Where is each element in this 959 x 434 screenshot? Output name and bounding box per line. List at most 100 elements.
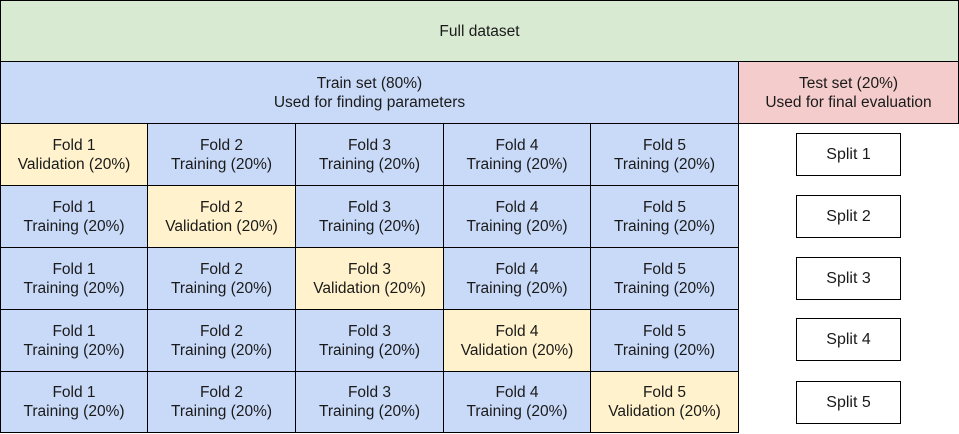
fold-role: Training (20%): [170, 403, 273, 420]
fold-cell-split2-fold3: Fold 3 Training (20%): [295, 185, 444, 248]
fold-cell-text: Fold 2 Training (20%): [171, 322, 272, 360]
fold-cell-text: Fold 4 Training (20%): [466, 136, 567, 174]
fold-cell-split5-fold3: Fold 3 Training (20%): [295, 371, 444, 433]
fold-cell-text: Fold 1 Training (20%): [23, 260, 124, 298]
fold-role: Validation (20%): [17, 155, 131, 173]
fold-name: Fold 2: [199, 198, 244, 216]
train-set-title: Train set (80%): [316, 74, 423, 92]
fold-name: Fold 1: [52, 136, 96, 154]
fold-role: Training (20%): [613, 217, 716, 235]
fold-name: Fold 4: [495, 260, 539, 278]
fold-cell-text: Fold 4 Training (20%): [466, 198, 567, 236]
fold-name: Fold 3: [347, 136, 392, 154]
fold-cell-text: Fold 5 Training (20%): [614, 198, 715, 236]
fold-cell-text: Fold 5 Training (20%): [614, 322, 715, 360]
fold-cell-text: Fold 2 Training (20%): [171, 383, 272, 421]
fold-role: Training (20%): [318, 155, 421, 173]
fold-cell-split5-fold2: Fold 2 Training (20%): [147, 371, 296, 433]
fold-role: Training (20%): [23, 279, 125, 297]
fold-name: Fold 3: [347, 198, 392, 216]
fold-role: Training (20%): [613, 279, 716, 297]
test-set-title: Test set (20%): [798, 74, 899, 92]
fold-cell-text: Fold 1 Training (20%): [23, 383, 124, 421]
fold-cell-text: Fold 2 Validation (20%): [165, 198, 278, 236]
fold-cell-split1-fold3: Fold 3 Training (20%): [295, 123, 444, 186]
fold-name: Fold 4: [495, 384, 539, 401]
fold-name: Fold 1: [52, 322, 96, 340]
fold-name: Fold 4: [495, 136, 539, 154]
split-label-2: Split 2: [796, 195, 901, 238]
fold-cell-text: Fold 3 Training (20%): [319, 136, 420, 174]
train-set-description: Used for finding parameters: [273, 93, 466, 111]
fold-cell-split5-fold1: Fold 1 Training (20%): [0, 371, 148, 433]
fold-cell-text: Fold 4 Training (20%): [466, 260, 567, 298]
train-set-text: Train set (80%) Used for finding paramet…: [274, 74, 465, 112]
fold-cell-split3-fold4: Fold 4 Training (20%): [443, 247, 591, 310]
fold-name: Fold 5: [642, 322, 687, 340]
test-set-description: Used for final evaluation: [765, 93, 932, 111]
fold-role: Training (20%): [23, 217, 125, 235]
fold-cell-split3-fold5: Fold 5 Training (20%): [590, 247, 739, 310]
full-dataset-box: Full dataset: [0, 0, 959, 62]
split-label-3: Split 3: [796, 257, 901, 300]
fold-role: Training (20%): [170, 279, 273, 297]
fold-name: Fold 4: [495, 322, 539, 340]
fold-name: Fold 2: [199, 136, 244, 154]
fold-role: Training (20%): [613, 155, 716, 173]
fold-cell-split5-fold5: Fold 5 Validation (20%): [590, 371, 739, 433]
fold-cell-split4-fold4: Fold 4 Validation (20%): [443, 309, 591, 372]
fold-name: Fold 5: [642, 136, 687, 154]
fold-cell-split5-fold4: Fold 4 Training (20%): [443, 371, 591, 433]
split-label-5: Split 5: [796, 381, 901, 424]
fold-role: Training (20%): [318, 341, 421, 359]
fold-cell-split1-fold4: Fold 4 Training (20%): [443, 123, 591, 186]
fold-role: Training (20%): [170, 155, 273, 173]
fold-role: Training (20%): [466, 155, 568, 173]
fold-cell-split4-fold5: Fold 5 Training (20%): [590, 309, 739, 372]
fold-cell-split2-fold1: Fold 1 Training (20%): [0, 185, 148, 248]
fold-role: Training (20%): [613, 341, 716, 359]
split-label-4: Split 4: [796, 318, 901, 361]
fold-name: Fold 1: [52, 198, 96, 216]
fold-cell-text: Fold 2 Training (20%): [171, 136, 272, 174]
fold-cell-text: Fold 5 Training (20%): [614, 260, 715, 298]
fold-role: Training (20%): [318, 217, 421, 235]
fold-role: Training (20%): [466, 217, 568, 235]
fold-cell-text: Fold 4 Training (20%): [466, 383, 567, 421]
fold-name: Fold 2: [199, 260, 244, 278]
fold-cell-text: Fold 2 Training (20%): [171, 260, 272, 298]
fold-name: Fold 1: [52, 384, 96, 401]
train-set-box: Train set (80%) Used for finding paramet…: [0, 61, 739, 124]
fold-cell-text: Fold 3 Validation (20%): [313, 260, 426, 298]
split-label-1: Split 1: [796, 133, 901, 176]
fold-cell-split2-fold5: Fold 5 Training (20%): [590, 185, 739, 248]
fold-cell-split2-fold2: Fold 2 Validation (20%): [147, 185, 296, 248]
fold-cell-text: Fold 5 Training (20%): [614, 136, 715, 174]
fold-role: Training (20%): [23, 403, 125, 420]
fold-role: Training (20%): [466, 279, 568, 297]
fold-cell-text: Fold 1 Validation (20%): [18, 136, 131, 174]
fold-cell-split4-fold1: Fold 1 Training (20%): [0, 309, 148, 372]
fold-cell-text: Fold 4 Validation (20%): [461, 322, 574, 360]
fold-name: Fold 2: [199, 322, 244, 340]
fold-name: Fold 2: [199, 384, 244, 401]
test-set-text: Test set (20%) Used for final evaluation: [765, 74, 931, 112]
fold-cell-split2-fold4: Fold 4 Training (20%): [443, 185, 591, 248]
fold-role: Validation (20%): [460, 341, 574, 359]
fold-cell-split1-fold5: Fold 5 Training (20%): [590, 123, 739, 186]
fold-cell-split3-fold3: Fold 3 Validation (20%): [295, 247, 444, 310]
fold-name: Fold 1: [52, 260, 96, 278]
fold-role: Training (20%): [318, 403, 421, 420]
fold-cell-split1-fold2: Fold 2 Training (20%): [147, 123, 296, 186]
fold-cell-text: Fold 5 Validation (20%): [608, 383, 721, 421]
fold-cell-text: Fold 1 Training (20%): [23, 322, 124, 360]
fold-cell-split1-fold1: Fold 1 Validation (20%): [0, 123, 148, 186]
fold-cell-split3-fold2: Fold 2 Training (20%): [147, 247, 296, 310]
fold-cell-text: Fold 3 Training (20%): [319, 322, 420, 360]
full-dataset-label: Full dataset: [439, 22, 520, 40]
fold-cell-split4-fold3: Fold 3 Training (20%): [295, 309, 444, 372]
fold-role: Training (20%): [23, 341, 125, 359]
fold-role: Validation (20%): [165, 217, 278, 235]
fold-name: Fold 3: [347, 322, 392, 340]
fold-cell-text: Fold 3 Training (20%): [319, 198, 420, 236]
